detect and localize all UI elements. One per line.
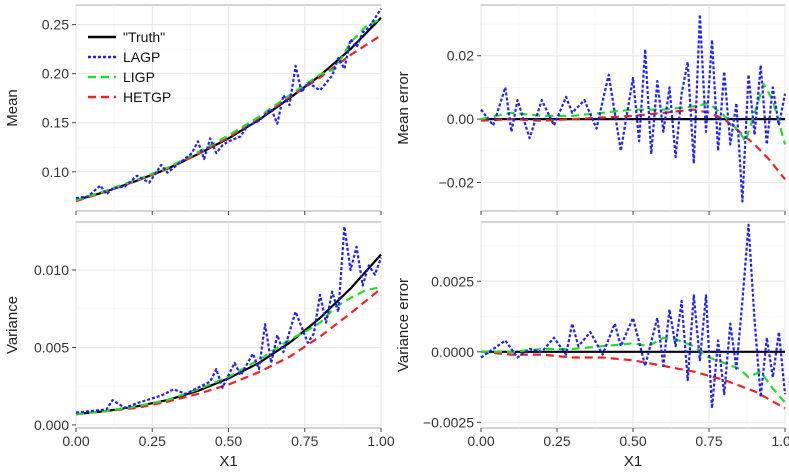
y-tick-label: −0.0025 xyxy=(423,414,474,430)
x-tick-label: 1.00 xyxy=(367,433,394,449)
series-line-truth xyxy=(75,253,382,416)
panel-mean_error: −0.02 0.00 0.02 Mean error xyxy=(395,4,787,215)
series-line-hetgp xyxy=(480,108,786,180)
y-axis-title: Variance error xyxy=(395,278,412,372)
series-line-ligp xyxy=(75,286,382,416)
y-tick-label: 0.10 xyxy=(42,164,69,180)
y-axis-title: Variance xyxy=(4,296,21,354)
y-tick-label: 0.25 xyxy=(42,17,69,33)
panel-variance_error: 0.00 0.25 0.50 0.75 1.00 −0.0025 0.0000 0.0025 V… xyxy=(395,221,789,470)
legend: "Truth" LAGP LIGP HETGP xyxy=(88,29,171,105)
x-tick-label: 0.75 xyxy=(291,433,318,449)
y-tick-label: 0.0025 xyxy=(431,273,474,289)
legend-label-ligp: LIGP xyxy=(123,69,155,85)
legend-label-lagp: LAGP xyxy=(123,49,160,65)
x-tick-label: 0.00 xyxy=(467,433,494,449)
x-tick-label: 0.50 xyxy=(215,433,242,449)
y-tick-label: 0.20 xyxy=(42,66,69,82)
series-line-lagp xyxy=(480,13,787,203)
series-line-ligp xyxy=(480,83,787,145)
y-tick-label: 0.00 xyxy=(447,111,474,127)
panel-mean: 0.10 0.15 0.20 0.25 Mean "Truth" LAGP LIGP HETGP xyxy=(4,4,382,215)
y-tick-label: −0.02 xyxy=(439,174,475,190)
y-tick-label: 0.010 xyxy=(34,262,69,278)
x-tick-label: 0.25 xyxy=(543,433,570,449)
series-line-lagp xyxy=(75,8,382,200)
series-line-ligp xyxy=(75,17,382,202)
x-tick-label: 0.75 xyxy=(695,433,722,449)
panel-variance: 0.00 0.25 0.50 0.75 1.00 0.000 0.005 0.010 Varia… xyxy=(4,221,395,470)
x-tick-label: 0.50 xyxy=(619,433,646,449)
series-line-lagp xyxy=(480,223,787,410)
x-tick-label: 1.00 xyxy=(771,433,789,449)
y-axis-title: Mean xyxy=(4,89,21,127)
x-tick-label: 0.00 xyxy=(62,433,89,449)
series-line-lagp xyxy=(75,225,383,414)
y-tick-label: 0.02 xyxy=(447,48,474,64)
y-tick-label: 0.0000 xyxy=(431,344,474,360)
x-axis-title: X1 xyxy=(624,453,642,470)
y-tick-label: 0.005 xyxy=(34,339,69,355)
x-axis-title: X1 xyxy=(219,453,237,470)
y-tick-label: 0.000 xyxy=(34,417,69,433)
x-tick-label: 0.25 xyxy=(139,433,166,449)
y-tick-label: 0.15 xyxy=(42,115,69,131)
legend-label-truth: "Truth" xyxy=(123,29,165,45)
y-axis-title: Mean error xyxy=(395,71,412,144)
legend-label-hetgp: HETGP xyxy=(123,89,171,105)
